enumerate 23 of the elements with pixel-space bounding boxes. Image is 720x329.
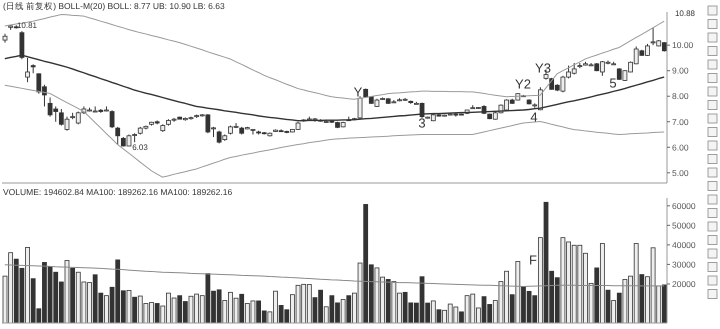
y-tick-label: 9.00 xyxy=(672,66,689,76)
y-tick-label: 8.00 xyxy=(672,91,689,102)
chart-title: (日线 前复权) BOLL-M(20) BOLL: 8.77 UB: 10.90 LB: 6.63 xyxy=(3,1,225,13)
y-tick-label: 7.00 xyxy=(672,116,689,127)
y-tick-label: 5.00 xyxy=(672,168,689,178)
y-tick-label: 30000 xyxy=(672,259,696,270)
y-tick-label: 10.00 xyxy=(672,40,694,50)
y-tick-label: 6.00 xyxy=(672,142,689,152)
annotation: 4 xyxy=(529,110,539,124)
y-tick-label: 50000 xyxy=(672,220,696,230)
annotation: 10.81 xyxy=(16,21,38,30)
annotation: Y2 xyxy=(514,76,532,92)
text: 10.88 xyxy=(674,9,696,18)
y-tick-label: 60000 xyxy=(672,200,696,211)
y-tick-label: 20000 xyxy=(672,278,696,289)
y-tick-label: 40000 xyxy=(672,240,696,250)
chart-title: VOLUME: 194602.84 MA100: 189262.16 MA100: 189262.16 xyxy=(3,187,232,197)
annotation: 6.03 xyxy=(131,143,149,152)
annotation: Y3 xyxy=(534,60,552,76)
annotation: Y xyxy=(352,84,364,100)
annotation: 3 xyxy=(417,116,427,130)
annotation: 5 xyxy=(608,76,618,90)
annotation: F xyxy=(528,252,538,268)
